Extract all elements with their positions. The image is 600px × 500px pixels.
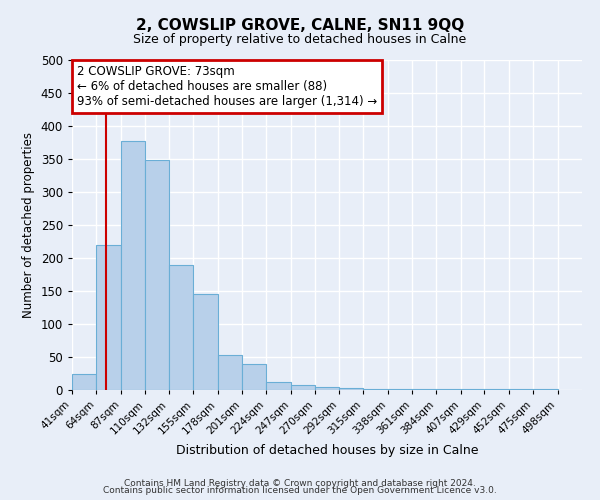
Bar <box>145 160 169 390</box>
Bar <box>242 364 266 390</box>
Bar <box>266 382 291 390</box>
Bar <box>316 386 338 390</box>
Bar <box>97 245 121 390</box>
Bar <box>193 294 218 390</box>
Text: 2, COWSLIP GROVE, CALNE, SN11 9QQ: 2, COWSLIP GROVE, CALNE, SN11 9QQ <box>136 18 464 32</box>
Text: Size of property relative to detached houses in Calne: Size of property relative to detached ho… <box>133 32 467 46</box>
Bar <box>363 388 388 390</box>
Bar <box>72 374 97 390</box>
Bar <box>291 384 316 390</box>
X-axis label: Distribution of detached houses by size in Calne: Distribution of detached houses by size … <box>176 444 478 457</box>
Text: Contains HM Land Registry data © Crown copyright and database right 2024.: Contains HM Land Registry data © Crown c… <box>124 478 476 488</box>
Bar <box>169 264 193 390</box>
Y-axis label: Number of detached properties: Number of detached properties <box>22 132 35 318</box>
Text: Contains public sector information licensed under the Open Government Licence v3: Contains public sector information licen… <box>103 486 497 495</box>
Bar <box>218 355 242 390</box>
Bar <box>121 140 145 390</box>
Text: 2 COWSLIP GROVE: 73sqm
← 6% of detached houses are smaller (88)
93% of semi-deta: 2 COWSLIP GROVE: 73sqm ← 6% of detached … <box>77 65 377 108</box>
Bar <box>338 388 363 390</box>
